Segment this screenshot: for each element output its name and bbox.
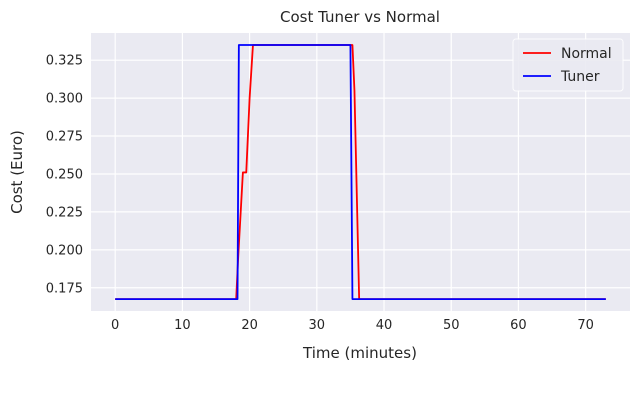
y-axis-label: Cost (Euro) [8, 130, 26, 214]
y-gridlines [91, 59, 630, 289]
y-tick-label: 0.200 [46, 243, 83, 258]
y-tick-labels: 0.175 0.200 0.225 0.250 0.275 0.300 0.325 [46, 54, 83, 297]
x-tick-label: 60 [510, 318, 527, 333]
x-tick-label: 30 [309, 318, 326, 333]
x-tick-label: 40 [376, 318, 393, 333]
legend-box [512, 38, 624, 92]
y-tick-label: 0.250 [46, 167, 83, 182]
x-tick-label: 20 [241, 318, 258, 333]
x-tick-labels: 0 10 20 30 40 50 60 70 [111, 318, 594, 333]
y-tick-label: 0.275 [46, 130, 83, 145]
series-line-tuner [115, 44, 606, 301]
x-tick-label: 0 [111, 318, 119, 333]
legend-label-normal: Normal [561, 46, 612, 62]
x-tick-label: 70 [577, 318, 594, 333]
chart-title: Cost Tuner vs Normal [280, 8, 440, 26]
y-tick-label: 0.225 [46, 205, 83, 220]
y-tick-label: 0.325 [46, 54, 83, 69]
x-axis-label: Time (minutes) [302, 344, 417, 362]
x-tick-label: 10 [174, 318, 191, 333]
legend-label-tuner: Tuner [560, 69, 600, 85]
x-tick-label: 50 [443, 318, 460, 333]
legend: Normal Tuner [512, 38, 624, 92]
y-tick-label: 0.175 [46, 281, 83, 296]
y-tick-label: 0.300 [46, 92, 83, 107]
series-layer [115, 44, 606, 301]
